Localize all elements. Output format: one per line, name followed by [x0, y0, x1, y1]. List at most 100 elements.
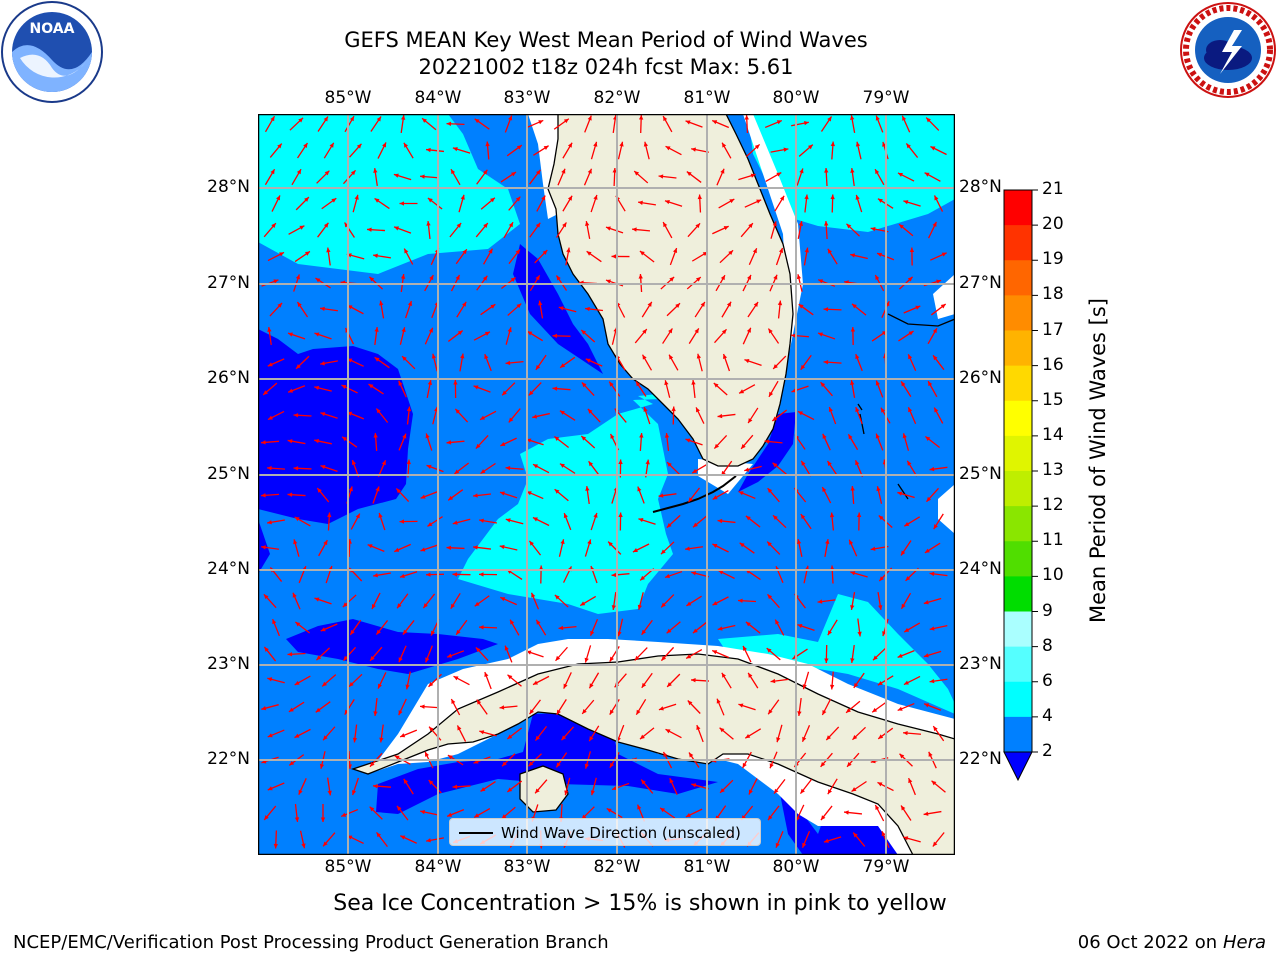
wind-wave-arrow [898, 330, 914, 342]
lon-label-top: 85°W [324, 88, 372, 108]
wind-wave-arrow [694, 301, 706, 318]
wind-wave-arrow [368, 383, 384, 395]
wind-wave-arrow [373, 572, 391, 578]
wind-wave-arrow [767, 699, 780, 715]
wind-wave-arrow [295, 196, 310, 211]
wind-wave-arrow [475, 222, 489, 238]
wind-wave-arrow [320, 623, 338, 632]
wind-wave-arrow [744, 199, 762, 208]
wind-wave-arrow [373, 697, 378, 717]
wind-wave-arrow [419, 704, 439, 709]
wind-wave-arrow [580, 435, 596, 449]
wind-wave-arrow [739, 542, 755, 554]
wind-wave-arrow [824, 539, 830, 557]
wind-wave-arrow [559, 356, 576, 369]
wind-wave-arrow [267, 251, 285, 262]
wind-wave-arrow [393, 173, 412, 181]
lat-label-right: 22°N [959, 749, 1002, 769]
wind-wave-arrow [342, 594, 357, 608]
wind-wave-arrow [500, 596, 517, 606]
wind-wave-arrow [500, 171, 517, 183]
wind-wave-arrow [712, 225, 729, 235]
wind-wave-arrow [375, 620, 389, 635]
colorbar-tick-label: 19 [1042, 249, 1064, 270]
wind-wave-arrow [907, 406, 917, 425]
wind-wave-arrow [742, 645, 752, 663]
colorbar-label: Mean Period of Wind Waves [s] [1086, 298, 1110, 623]
wind-wave-arrow [421, 117, 437, 131]
wind-wave-arrow [845, 700, 861, 714]
wind-wave-arrow [660, 646, 675, 662]
wind-wave-arrow [552, 386, 571, 391]
wind-wave-arrow [581, 699, 595, 715]
wind-wave-arrow [373, 168, 378, 186]
wind-wave-arrow [455, 619, 468, 636]
wind-wave-arrow [287, 332, 306, 340]
lon-label-bottom: 85°W [324, 857, 372, 877]
colorbar-segment [1004, 190, 1032, 226]
wind-wave-arrow [320, 803, 326, 823]
wind-wave-arrow [719, 779, 734, 794]
wind-wave-arrow [718, 569, 735, 580]
wind-wave-arrow [829, 671, 835, 690]
wind-wave-arrow [556, 699, 567, 715]
wind-wave-arrow [426, 220, 431, 240]
wind-wave-arrow [905, 143, 919, 158]
wind-wave-arrow [719, 249, 734, 264]
colorbar-tick-label: 10 [1042, 565, 1064, 586]
wind-wave-arrow [452, 518, 471, 525]
wind-wave-arrow [685, 649, 703, 659]
colorbar-segment [1004, 365, 1032, 402]
wind-wave-arrow [393, 226, 412, 234]
wind-wave-arrow [767, 593, 780, 609]
wind-wave-arrow [671, 406, 676, 425]
wind-wave-arrow [797, 624, 815, 631]
lon-label-bottom: 83°W [503, 857, 551, 877]
map-frame [258, 114, 955, 855]
wind-wave-arrow [450, 592, 461, 610]
wind-wave-arrow [926, 487, 939, 503]
wind-wave-arrow [638, 114, 644, 134]
wind-wave-arrow [872, 647, 887, 661]
wind-wave-arrow [377, 142, 387, 159]
wind-wave-arrow [398, 645, 407, 663]
wind-wave-arrow [480, 197, 496, 210]
wind-wave-arrow [293, 413, 312, 418]
colorbar-segment [1004, 471, 1032, 507]
wind-wave-arrow [327, 512, 332, 531]
wind-wave-arrow [327, 777, 332, 796]
lon-label-top: 80°W [772, 88, 820, 108]
wind-wave-arrow [903, 622, 921, 633]
wind-wave-arrow [483, 248, 493, 265]
wind-wave-arrow [319, 306, 339, 312]
wind-wave-arrow [850, 644, 855, 664]
wind-wave-arrow [744, 465, 762, 472]
wind-wave-arrow [635, 698, 647, 716]
wind-wave-arrow [669, 778, 678, 795]
wind-wave-arrow [825, 726, 840, 741]
footer-date: 06 Oct 2022 on [1077, 932, 1223, 953]
wind-wave-arrow [664, 200, 683, 207]
wind-wave-arrow [288, 701, 305, 713]
wind-wave-arrow [745, 621, 761, 634]
wind-wave-arrow [349, 619, 362, 636]
wind-wave-arrow [856, 512, 862, 531]
wind-wave-arrow [691, 571, 709, 578]
wind-wave-arrow [764, 119, 783, 129]
wind-wave-arrow [267, 677, 285, 684]
footer-host: Hera [1222, 932, 1266, 953]
wind-wave-arrow [555, 646, 568, 662]
wind-wave-arrow [260, 440, 280, 445]
wind-wave-arrow [773, 778, 786, 795]
lat-label-right: 25°N [959, 464, 1002, 484]
wind-wave-arrow [424, 327, 434, 345]
wind-wave-arrow [456, 725, 467, 742]
wind-wave-arrow [804, 194, 809, 213]
wind-wave-arrow [606, 807, 623, 819]
nodata-bahamas [933, 274, 955, 319]
wind-wave-arrow [348, 673, 363, 688]
wind-wave-arrow [316, 487, 330, 503]
wind-wave-arrow [776, 724, 783, 743]
wind-wave-arrow [587, 408, 601, 423]
wind-wave-arrow [398, 433, 407, 451]
